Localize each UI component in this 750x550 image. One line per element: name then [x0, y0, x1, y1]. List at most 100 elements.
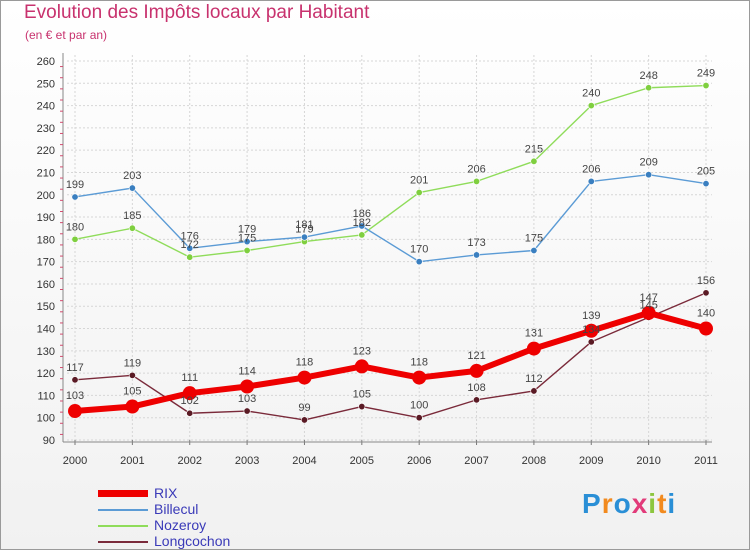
data-label-billecul: 181 — [295, 219, 313, 231]
data-point-longcochon — [415, 414, 423, 422]
data-label-longcochon: 117 — [66, 362, 84, 374]
series-line-billecul — [74, 173, 707, 263]
grid-lines — [67, 55, 712, 441]
data-point-longcochon — [128, 371, 136, 379]
data-label-longcochon: 134 — [582, 324, 600, 336]
data-point-nozeroy — [71, 235, 79, 243]
y-tick-label: 120 — [37, 368, 55, 380]
data-point-nozeroy — [128, 224, 136, 232]
data-point-nozeroy — [473, 177, 481, 185]
series-line-rix — [74, 309, 707, 415]
data-label-longcochon: 145 — [639, 299, 657, 311]
data-label-billecul: 175 — [525, 233, 543, 245]
data-point-rix — [297, 370, 312, 385]
data-point-billecul — [128, 184, 136, 192]
data-point-longcochon — [186, 409, 194, 417]
series-line-longcochon — [74, 292, 707, 421]
x-tick-label: 2000 — [63, 455, 87, 467]
data-label-nozeroy: 179 — [295, 224, 313, 236]
x-tick-label: 2010 — [636, 455, 660, 467]
legend-swatch — [98, 541, 148, 543]
data-label-longcochon: 105 — [353, 389, 371, 401]
data-point-billecul — [243, 238, 251, 246]
legend-swatch — [98, 525, 148, 527]
data-point-billecul — [300, 233, 308, 241]
data-point-nozeroy — [530, 157, 538, 165]
data-label-longcochon: 100 — [410, 400, 428, 412]
data-label-longcochon: 103 — [238, 393, 256, 405]
series-lines — [68, 82, 713, 424]
data-point-nozeroy — [358, 231, 366, 239]
data-point-nozeroy — [587, 102, 595, 110]
y-tick-label: 190 — [37, 212, 55, 224]
logo-letter: i — [648, 488, 658, 519]
data-label-rix: 121 — [467, 350, 485, 362]
x-tick-label: 2008 — [522, 455, 546, 467]
logo-letter: P — [582, 488, 602, 519]
x-tick-label: 2004 — [292, 455, 316, 467]
data-point-billecul — [71, 193, 79, 201]
data-point-rix — [584, 323, 599, 338]
x-tick-label: 2006 — [407, 455, 431, 467]
data-point-nozeroy — [186, 253, 194, 261]
x-tick-label: 2002 — [177, 455, 201, 467]
data-point-billecul — [645, 171, 653, 179]
logo-letter: t — [657, 488, 668, 519]
data-point-nozeroy — [645, 84, 653, 92]
data-label-longcochon: 108 — [467, 382, 485, 394]
data-label-nozeroy: 248 — [639, 70, 657, 82]
data-label-billecul: 176 — [181, 230, 199, 242]
data-label-rix: 111 — [181, 372, 198, 384]
data-label-rix: 147 — [639, 292, 657, 304]
x-tick-label: 2003 — [235, 455, 259, 467]
y-tick-label: 250 — [37, 78, 55, 90]
data-point-rix — [699, 321, 713, 336]
data-point-rix — [526, 341, 541, 356]
data-label-longcochon: 102 — [181, 395, 199, 407]
logo-letter: o — [613, 488, 632, 519]
data-point-rix — [469, 363, 484, 378]
data-label-nozeroy: 175 — [238, 233, 256, 245]
data-label-billecul: 173 — [467, 237, 485, 249]
data-label-billecul: 205 — [697, 166, 715, 178]
data-label-nozeroy: 215 — [525, 143, 543, 155]
data-label-rix: 123 — [353, 345, 371, 357]
data-label-billecul: 206 — [582, 163, 600, 175]
data-label-longcochon: 99 — [298, 402, 310, 414]
data-point-billecul — [415, 258, 423, 266]
data-label-rix: 118 — [410, 357, 428, 369]
data-label-billecul: 203 — [123, 170, 141, 182]
data-point-rix — [354, 359, 369, 374]
data-label-nozeroy: 182 — [353, 217, 371, 229]
data-label-nozeroy: 240 — [582, 88, 600, 100]
data-label-billecul: 186 — [353, 208, 371, 220]
data-point-longcochon — [530, 387, 538, 395]
y-tick-label: 260 — [37, 56, 55, 68]
data-label-rix: 131 — [525, 328, 543, 340]
data-label-rix: 140 — [697, 308, 715, 320]
data-point-longcochon — [71, 376, 79, 384]
logo-letter: i — [667, 488, 677, 519]
chart-subtitle: (en € et par an) — [25, 28, 108, 42]
y-tick-label: 90 — [43, 435, 55, 447]
y-tick-label: 180 — [37, 234, 55, 246]
data-point-nozeroy — [243, 247, 251, 255]
data-label-rix: 103 — [66, 390, 84, 402]
x-tick-label: 2009 — [579, 455, 603, 467]
y-tick-label: 100 — [37, 413, 55, 425]
x-tick-labels: 2000 2001 2002 2003 2004 2005 2006 2007 2008 2009… — [63, 455, 718, 467]
data-point-longcochon — [300, 416, 308, 424]
data-point-rix — [641, 305, 656, 320]
data-point-rix — [412, 370, 427, 385]
data-label-longcochon: 156 — [697, 275, 715, 287]
data-point-rix — [182, 386, 197, 401]
data-point-rix — [125, 399, 140, 414]
data-point-longcochon — [702, 289, 710, 297]
data-label-nozeroy: 180 — [66, 221, 84, 233]
logo-letter: r — [601, 488, 614, 519]
y-tick-label: 140 — [37, 324, 55, 336]
data-point-billecul — [587, 177, 595, 185]
y-tick-label: 220 — [37, 145, 55, 157]
data-point-billecul — [186, 244, 194, 252]
